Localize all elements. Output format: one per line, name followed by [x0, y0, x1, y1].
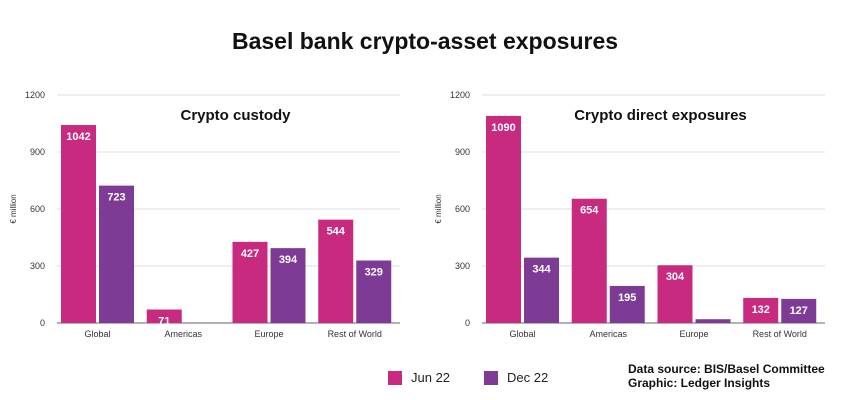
chart1-bar-rest-of-world-jun-22	[743, 297, 779, 323]
chart0-ytick-600: 600	[30, 204, 45, 214]
chart1-bar-label-europe-jun-22: 304	[666, 271, 685, 283]
chart0-category-label-global: Global	[84, 329, 110, 339]
chart1-category-label-global: Global	[509, 329, 535, 339]
chart1-bar-global-jun-22	[486, 115, 521, 324]
chart1-subtitle: Crypto direct exposures	[574, 107, 747, 124]
chart0-category-label-rest-of-world: Rest of World	[328, 329, 382, 339]
chart0-bar-global-jun-22	[61, 125, 96, 324]
data-source-text: Data source: BIS/Basel Committee	[628, 362, 825, 376]
chart0-bar-europe-dec-22	[270, 248, 306, 323]
chart0-bar-label-global-dec-22: 723	[107, 192, 125, 204]
chart1-bar-americas-jun-22	[571, 198, 607, 323]
chart0-bar-europe-jun-22	[232, 241, 268, 323]
chart1-bar-label-global-jun-22: 1090	[491, 122, 515, 134]
chart0-ytick-900: 900	[30, 147, 45, 157]
legend-swatch-jun-22	[388, 370, 402, 385]
chart1-y-axis-label: € million	[434, 194, 443, 223]
chart0-subtitle: Crypto custody	[180, 107, 291, 124]
chart1-bar-label-global-dec-22: 344	[532, 264, 551, 276]
chart1-category-label-rest-of-world: Rest of World	[753, 329, 807, 339]
chart1-bar-label-americas-dec-22: 195	[618, 292, 636, 304]
chart0-bar-label-americas-jun-22: 71	[158, 316, 170, 328]
legend: Jun 22 Dec 22	[388, 370, 582, 385]
chart0-bar-rest-of-world-dec-22	[356, 260, 392, 323]
legend-label-dec-22: Dec 22	[507, 370, 549, 385]
legend-item-dec-22: Dec 22	[484, 370, 548, 385]
chart1-bar-label-rest-of-world-dec-22: 127	[790, 305, 808, 317]
chart0-bar-rest-of-world-jun-22	[318, 219, 354, 323]
chart0-bar-label-europe-jun-22: 427	[241, 248, 259, 260]
chart0-bar-global-dec-22	[99, 185, 134, 323]
chart0-bar-label-europe-dec-22: 394	[279, 254, 298, 266]
chart1-bar-americas-dec-22	[609, 285, 645, 323]
chart1-category-label-americas: Americas	[589, 329, 627, 339]
chart0-bar-label-global-jun-22: 1042	[66, 131, 90, 143]
legend-item-jun-22: Jun 22	[388, 370, 450, 385]
chart1-bar-europe-dec-22	[695, 319, 731, 323]
chart1-bar-rest-of-world-dec-22	[781, 298, 817, 323]
chart0-bar-label-rest-of-world-dec-22: 329	[365, 266, 383, 278]
chart0-ytick-1200: 1200	[25, 90, 45, 100]
chart1-ytick-600: 600	[455, 204, 470, 214]
chart0-ytick-0: 0	[40, 318, 45, 328]
crypto-custody-chart: 0 300 600 900 1200 € million Crypto custody 104…	[9, 90, 400, 339]
chart1-bar-global-dec-22	[524, 257, 559, 323]
crypto-direct-exposures-chart: 0 300 600 900 1200 € million Crypto direct exp…	[434, 90, 825, 339]
chart1-ytick-300: 300	[455, 261, 470, 271]
chart1-ytick-0: 0	[465, 318, 470, 328]
chart0-bar-label-rest-of-world-jun-22: 544	[327, 226, 346, 238]
source-note: Data source: BIS/Basel Committee Graphic…	[628, 362, 825, 390]
chart0-y-axis-label: € million	[9, 194, 18, 223]
chart0-ytick-300: 300	[30, 261, 45, 271]
chart1-bar-europe-jun-22	[657, 265, 693, 323]
chart1-bar-label-rest-of-world-jun-22: 132	[752, 304, 770, 316]
chart1-category-label-europe: Europe	[679, 329, 708, 339]
page-title: Basel bank crypto-asset exposures	[231, 28, 619, 54]
chart1-ytick-900: 900	[455, 147, 470, 157]
legend-label-jun-22: Jun 22	[411, 370, 451, 385]
chart0-category-label-americas: Americas	[164, 329, 202, 339]
legend-swatch-dec-22	[484, 370, 499, 385]
graphic-credit-text: Graphic: Ledger Insights	[628, 376, 771, 390]
chart1-ytick-1200: 1200	[450, 90, 470, 100]
chart0-bar-americas-jun-22	[146, 309, 182, 323]
chart0-category-label-europe: Europe	[254, 329, 283, 339]
chart1-bar-label-americas-jun-22: 654	[580, 205, 599, 217]
